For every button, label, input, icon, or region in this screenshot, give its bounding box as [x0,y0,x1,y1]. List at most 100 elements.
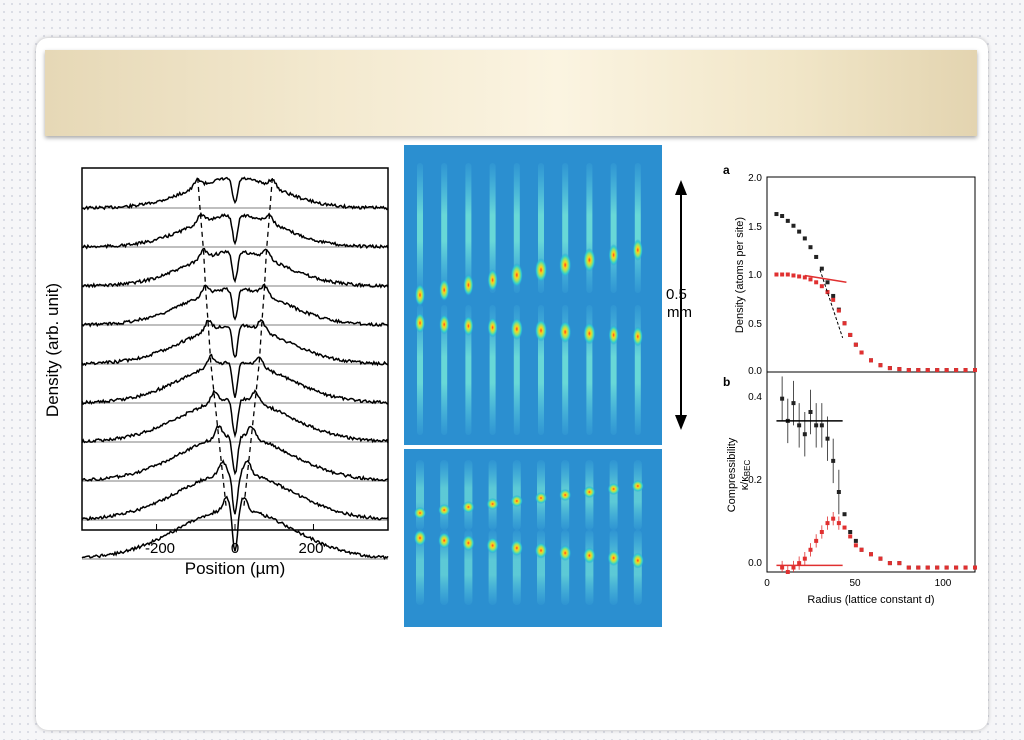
density-blob [631,480,644,492]
data-point [797,561,802,566]
data-point [808,410,813,414]
density-blob [583,248,596,272]
profiles-xtick-200: 200 [298,540,323,557]
data-point [814,538,819,543]
density-blob [631,552,644,569]
density-compressibility-figure: a b 2.0 1.5 1.0 0.5 0.0 0.4 0.2 0.0 0 50… [723,163,977,606]
data-point [785,272,790,277]
data-point [819,530,824,534]
data-point [935,565,940,570]
panel-b-frame [766,371,976,573]
streak [417,163,423,293]
density-blob [559,253,572,277]
panel-a-label: a [723,163,730,177]
right-xtick-0: 0 [764,578,770,589]
density-blob [487,317,498,338]
streak [489,163,496,293]
data-point [785,570,790,574]
peak-trace-right [242,177,273,510]
profile-curve [81,283,389,328]
data-point [791,273,796,278]
scale-value: 0.5 [666,286,687,303]
density-blob [535,492,547,504]
data-point [785,218,790,223]
streak [634,163,641,293]
data-point [973,368,977,373]
density-blob [608,325,619,345]
streak [417,305,423,435]
profile-curve [81,495,389,561]
data-point [808,277,813,282]
density-blob [463,316,474,336]
data-point [853,543,858,548]
streak [416,460,424,530]
data-point [853,342,858,347]
streak [465,305,472,435]
data-point [897,561,902,566]
data-point [925,368,930,373]
data-point [797,274,802,279]
streak [610,305,617,435]
data-point [802,556,807,561]
density-blob [462,535,475,551]
data-point [859,350,864,355]
data-point [916,565,921,570]
right-xlabel: Radius (lattice constant d) [807,594,934,606]
streak [633,460,642,530]
density-blob [559,545,572,561]
data-point [831,458,836,463]
data-point [954,565,959,570]
streak [512,460,521,530]
density-blob [607,483,620,495]
peak-trace-left [197,177,228,510]
data-point [780,396,785,401]
profile-curve [81,319,389,367]
data-point [831,293,836,298]
streak [585,530,594,605]
panel-b-marks [776,376,977,574]
data-point [774,212,779,217]
density-blob [463,274,474,296]
data-point [963,565,968,570]
data-point [808,245,813,250]
panel-b-label: b [723,375,730,389]
data-point [791,565,796,570]
panel-a-ytick-0.0: 0.0 [748,366,762,377]
streak [489,305,496,435]
title-banner [45,50,977,136]
streak [513,163,520,293]
density-blob [510,318,523,340]
data-point [906,565,911,570]
profiles-xtick-neg200: -200 [145,540,175,557]
data-point [973,565,977,570]
streak [561,530,570,605]
data-point [878,556,883,561]
data-point [814,280,819,285]
streak [464,460,473,530]
profile-curve [81,389,389,444]
data-point [814,254,819,259]
data-point [869,358,873,363]
data-point [797,229,802,234]
density-blob [510,540,523,556]
data-point [842,321,847,326]
right-xtick-100: 100 [935,578,952,589]
data-point [819,266,824,271]
data-point [780,565,785,570]
density-blob [439,314,450,335]
density-blob [439,279,450,301]
density-blob [487,269,498,291]
panel-b-ytick-0.2: 0.2 [748,475,762,486]
data-point [808,547,813,552]
panel-a-marks [774,212,977,373]
data-point [836,308,841,313]
density-blob [415,284,425,306]
density-blob [462,501,475,513]
streak [586,163,593,293]
data-point [814,423,819,428]
panel-b-ylabel-line2: κ/κBEC [739,460,752,491]
density-blob [438,532,451,549]
data-point [802,275,807,280]
scale-unit: mm [667,304,692,321]
data-point [774,272,779,277]
